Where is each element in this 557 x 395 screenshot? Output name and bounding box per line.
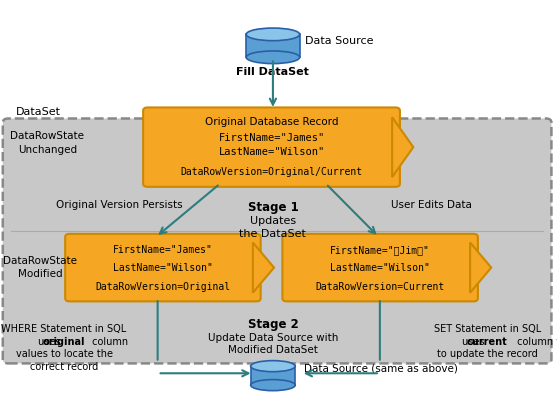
Text: SET Statement in SQL: SET Statement in SQL	[434, 324, 541, 334]
Text: FirstName="​Jim​": FirstName="​Jim​"	[330, 245, 430, 256]
Text: DataRowVersion=Original/Current: DataRowVersion=Original/Current	[180, 167, 363, 177]
Text: LastName="Wilson": LastName="Wilson"	[330, 263, 430, 273]
Polygon shape	[253, 243, 274, 293]
Text: WHERE Statement in SQL: WHERE Statement in SQL	[2, 324, 126, 334]
Text: to update the record: to update the record	[437, 349, 538, 359]
Text: original: original	[43, 337, 85, 346]
Polygon shape	[246, 34, 300, 57]
Text: Original Database Record: Original Database Record	[205, 117, 338, 127]
Text: Stage 2: Stage 2	[247, 318, 299, 331]
FancyBboxPatch shape	[65, 234, 261, 301]
Text: uses: uses	[462, 337, 487, 346]
Text: correct record: correct record	[30, 362, 98, 372]
Text: Update Data Source with
Modified DataSet: Update Data Source with Modified DataSet	[208, 333, 338, 356]
Text: uses: uses	[38, 337, 64, 346]
Ellipse shape	[251, 361, 295, 372]
Ellipse shape	[246, 28, 300, 41]
Text: DataSet: DataSet	[16, 107, 61, 117]
Text: values to locate the: values to locate the	[16, 349, 113, 359]
Text: FirstName="James": FirstName="James"	[218, 134, 325, 143]
Text: DataRowState
Modified: DataRowState Modified	[3, 256, 77, 279]
FancyBboxPatch shape	[3, 118, 551, 363]
Text: current: current	[467, 337, 508, 346]
Ellipse shape	[246, 51, 300, 64]
Text: Original Version Persists: Original Version Persists	[56, 200, 183, 211]
Text: Data Source (same as above): Data Source (same as above)	[304, 363, 457, 373]
Text: Updates
the DataSet: Updates the DataSet	[240, 216, 306, 239]
Text: User Edits Data: User Edits Data	[391, 200, 472, 211]
Polygon shape	[392, 117, 413, 177]
Text: DataRowVersion=Original: DataRowVersion=Original	[95, 282, 231, 292]
Text: DataRowState
Unchanged: DataRowState Unchanged	[11, 132, 84, 154]
Polygon shape	[470, 243, 491, 293]
Text: FirstName="James": FirstName="James"	[113, 245, 213, 256]
Text: column values: column values	[514, 337, 557, 346]
Polygon shape	[251, 366, 295, 385]
Text: Data Source: Data Source	[305, 36, 374, 46]
FancyBboxPatch shape	[282, 234, 478, 301]
Text: Stage 1: Stage 1	[247, 201, 299, 214]
FancyBboxPatch shape	[143, 107, 400, 187]
Text: LastName="Wilson": LastName="Wilson"	[113, 263, 213, 273]
Text: column: column	[89, 337, 128, 346]
Text: Fill DataSet: Fill DataSet	[237, 67, 309, 77]
Text: DataRowVersion=Current: DataRowVersion=Current	[315, 282, 445, 292]
Text: LastName="Wilson": LastName="Wilson"	[218, 147, 325, 156]
Ellipse shape	[251, 380, 295, 391]
